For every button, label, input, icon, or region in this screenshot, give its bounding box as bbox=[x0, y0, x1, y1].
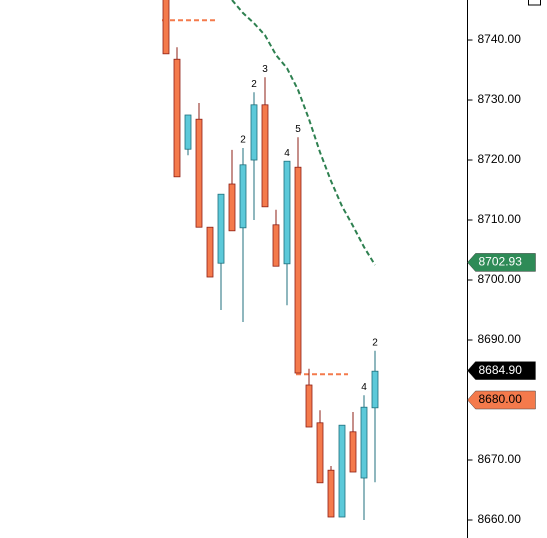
y-tick-label: 8670.00 bbox=[478, 452, 522, 466]
candle-body bbox=[195, 118, 203, 228]
candle-count: 2 bbox=[251, 79, 257, 90]
candle-body bbox=[305, 384, 313, 428]
price-tag bbox=[467, 253, 536, 272]
candle-body bbox=[162, 0, 170, 55]
candle-body bbox=[349, 431, 357, 473]
candle-count: 3 bbox=[262, 64, 268, 75]
price-tag-label: 8680.00 bbox=[479, 392, 523, 406]
candle-count: 5 bbox=[295, 124, 301, 135]
candle-count: 4 bbox=[284, 148, 290, 159]
candle-body bbox=[316, 422, 324, 484]
candle-body bbox=[294, 166, 302, 374]
candle-count: 4 bbox=[361, 382, 367, 393]
price-tag-label: 8684.90 bbox=[479, 363, 523, 377]
y-tick-label: 8720.00 bbox=[478, 152, 522, 166]
corner-box bbox=[528, 0, 541, 6]
candle-body bbox=[360, 406, 368, 479]
candle-body bbox=[173, 58, 181, 178]
price-tag bbox=[467, 390, 536, 410]
candle-body bbox=[217, 193, 225, 264]
y-tick-label: 8700.00 bbox=[478, 272, 522, 286]
candle-body bbox=[206, 226, 214, 278]
average-line bbox=[231, 0, 376, 266]
y-tick-label: 8660.00 bbox=[478, 512, 522, 526]
candle-body bbox=[228, 183, 236, 232]
y-tick-label: 8690.00 bbox=[478, 332, 522, 346]
candle-count: 2 bbox=[240, 135, 246, 146]
candle-body bbox=[250, 104, 258, 161]
y-tick-label: 8730.00 bbox=[478, 92, 522, 106]
candle-body bbox=[338, 424, 346, 518]
candle-body bbox=[327, 469, 335, 518]
y-tick-label: 8740.00 bbox=[478, 32, 522, 46]
price-tag-label: 8702.93 bbox=[479, 255, 523, 269]
candle-body bbox=[283, 160, 291, 265]
candle-body bbox=[239, 164, 247, 229]
candle-count: 2 bbox=[372, 337, 378, 348]
candle-body bbox=[371, 370, 379, 409]
candle-body bbox=[272, 224, 280, 267]
candle-body bbox=[261, 104, 269, 208]
candle-body bbox=[184, 114, 192, 150]
price-tag bbox=[467, 361, 536, 380]
y-tick-label: 8710.00 bbox=[478, 212, 522, 226]
